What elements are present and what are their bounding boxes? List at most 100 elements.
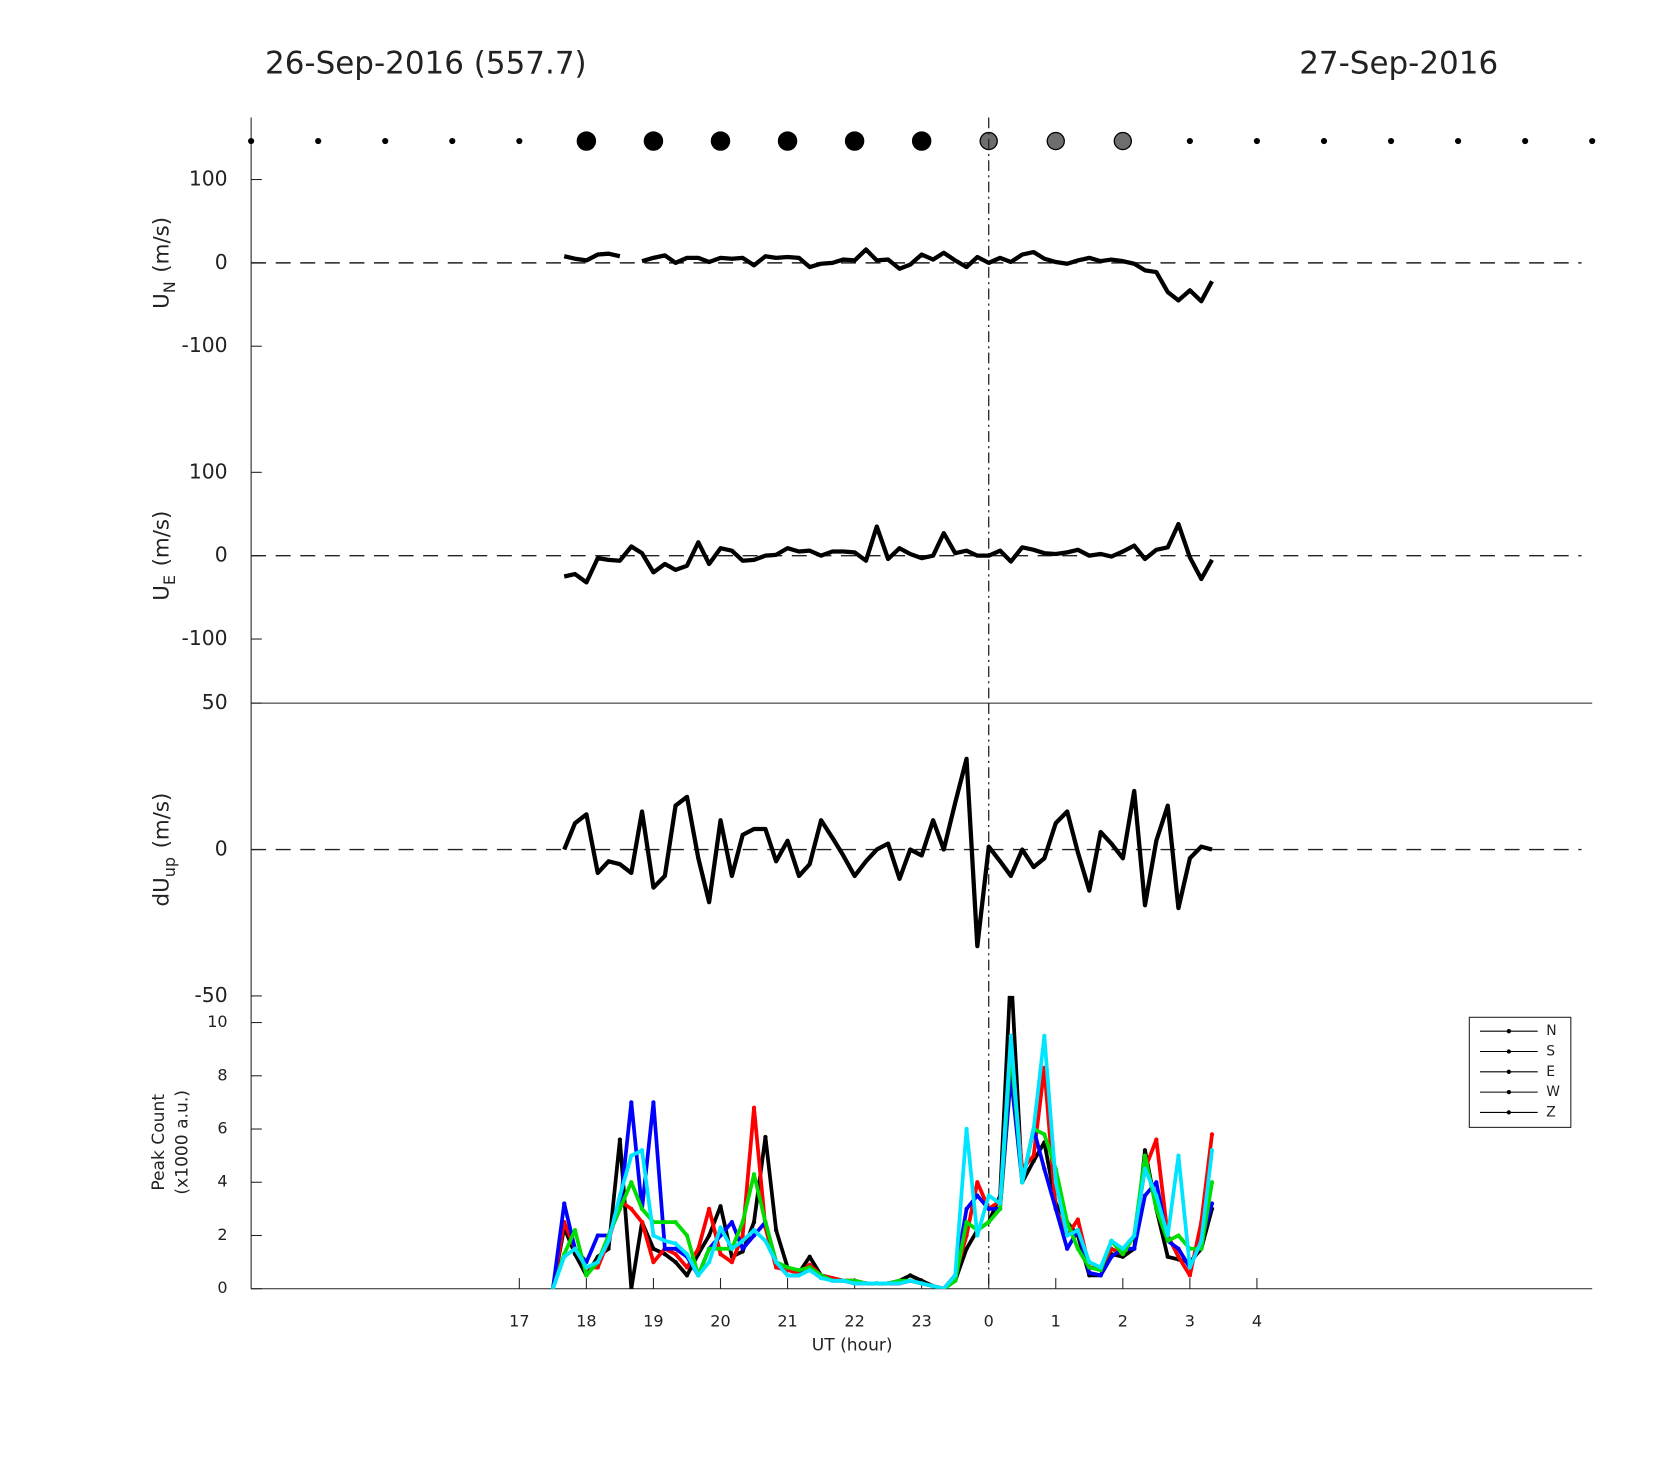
data-point bbox=[997, 1201, 1003, 1206]
x-tick-label: 19 bbox=[643, 1311, 663, 1330]
coverage-dot bbox=[1046, 131, 1065, 151]
data-point bbox=[629, 1180, 634, 1185]
data-point bbox=[550, 1286, 555, 1289]
coverage-dot bbox=[1522, 137, 1529, 145]
data-point bbox=[1087, 1265, 1092, 1270]
y-axis-label: dUup (m/s) bbox=[149, 793, 178, 907]
coverage-dot bbox=[382, 137, 389, 145]
coverage-dot bbox=[1454, 137, 1462, 145]
data-point bbox=[706, 1233, 712, 1238]
data-point bbox=[673, 1259, 678, 1265]
y-axis-label: UE (m/s) bbox=[149, 511, 178, 601]
y-axis-label: Peak Count (x1000 a.u.) bbox=[149, 1090, 193, 1194]
data-point bbox=[651, 1233, 656, 1238]
data-point bbox=[1075, 1228, 1081, 1233]
data-point bbox=[1187, 1273, 1193, 1278]
y-axis-label-sub: N bbox=[159, 281, 178, 293]
coverage-dot bbox=[1253, 137, 1261, 145]
data-point bbox=[796, 1273, 802, 1278]
data-point bbox=[1065, 1246, 1070, 1251]
y-tick-label: 10 bbox=[207, 1012, 227, 1031]
y-tick-label: 2 bbox=[217, 1225, 227, 1244]
data-point bbox=[751, 1233, 757, 1238]
data-point bbox=[941, 1286, 946, 1289]
data-point bbox=[562, 1254, 567, 1259]
data-point bbox=[684, 1251, 690, 1257]
coverage-dot bbox=[1186, 137, 1193, 145]
data-point bbox=[830, 1278, 835, 1283]
data-point bbox=[706, 1246, 712, 1251]
coverage-dot bbox=[844, 131, 865, 151]
data-point bbox=[763, 1220, 768, 1225]
data-point bbox=[1075, 1246, 1081, 1251]
data-point bbox=[997, 1206, 1003, 1212]
data-point bbox=[1075, 1217, 1081, 1222]
y-axis-label-unit: (m/s) bbox=[149, 511, 174, 567]
data-point bbox=[751, 1105, 757, 1110]
y-axis-label-line: Peak Count bbox=[149, 1094, 169, 1191]
data-point bbox=[1142, 1148, 1148, 1153]
data-point bbox=[1031, 1158, 1036, 1164]
data-point bbox=[807, 1267, 812, 1273]
data-point bbox=[629, 1153, 634, 1158]
data-point bbox=[919, 1281, 924, 1286]
data-point bbox=[1087, 1270, 1092, 1275]
y-tick-label: -100 bbox=[182, 333, 228, 357]
coverage-dot bbox=[1113, 131, 1133, 151]
data-point bbox=[1154, 1193, 1159, 1198]
coverage-dot bbox=[643, 131, 664, 151]
data-point bbox=[1008, 1033, 1013, 1038]
data-point bbox=[1031, 1153, 1036, 1158]
data-point bbox=[684, 1265, 690, 1270]
y-axis-label-text: U bbox=[149, 293, 174, 309]
data-point bbox=[1087, 1259, 1092, 1265]
data-point bbox=[572, 1228, 578, 1233]
data-point bbox=[1009, 967, 1013, 971]
data-point bbox=[796, 1267, 802, 1273]
data-point bbox=[1020, 1180, 1025, 1185]
data-point bbox=[673, 1241, 678, 1246]
x-tick-label: 17 bbox=[509, 1311, 529, 1330]
data-point bbox=[1154, 1137, 1159, 1142]
data-point bbox=[874, 1281, 879, 1286]
data-point bbox=[718, 1246, 723, 1251]
data-point bbox=[1176, 1233, 1181, 1238]
data-point bbox=[584, 1265, 589, 1270]
data-point bbox=[1165, 1254, 1170, 1259]
y-axis-label-text: dU bbox=[149, 877, 174, 906]
y-tick-label: 8 bbox=[217, 1065, 227, 1084]
data-point bbox=[1199, 1238, 1204, 1243]
data-point bbox=[1187, 1265, 1193, 1270]
data-point bbox=[986, 1193, 991, 1198]
data-point bbox=[729, 1246, 735, 1251]
y-tick-label: 50 bbox=[202, 690, 228, 714]
x-axis-label: UT (hour) bbox=[812, 1335, 893, 1355]
data-point bbox=[964, 1246, 969, 1251]
data-point bbox=[908, 1278, 913, 1283]
x-tick-label: 1 bbox=[1051, 1311, 1061, 1330]
legend-dot bbox=[1506, 1029, 1511, 1034]
y-tick-label: 6 bbox=[217, 1119, 227, 1138]
data-point bbox=[975, 1233, 980, 1238]
data-point bbox=[639, 1206, 645, 1212]
data-point bbox=[595, 1233, 600, 1238]
data-point bbox=[807, 1254, 812, 1259]
coverage-dot bbox=[576, 131, 597, 151]
data-point bbox=[953, 1273, 958, 1278]
data-point bbox=[729, 1259, 735, 1265]
x-tick-label: 2 bbox=[1118, 1311, 1128, 1330]
data-point bbox=[1053, 1180, 1058, 1185]
y-tick-label: 0 bbox=[217, 1278, 227, 1297]
data-point bbox=[617, 1206, 623, 1212]
data-point bbox=[673, 1246, 678, 1251]
data-point bbox=[1154, 1180, 1159, 1185]
data-point bbox=[852, 1281, 857, 1286]
data-point bbox=[841, 1278, 846, 1283]
data-point bbox=[785, 1273, 790, 1278]
y-tick-label: 0 bbox=[215, 250, 228, 274]
data-point bbox=[1209, 1148, 1215, 1153]
data-point bbox=[662, 1220, 667, 1225]
data-point bbox=[964, 1220, 969, 1225]
data-point bbox=[696, 1273, 701, 1278]
data-point bbox=[1065, 1233, 1070, 1238]
